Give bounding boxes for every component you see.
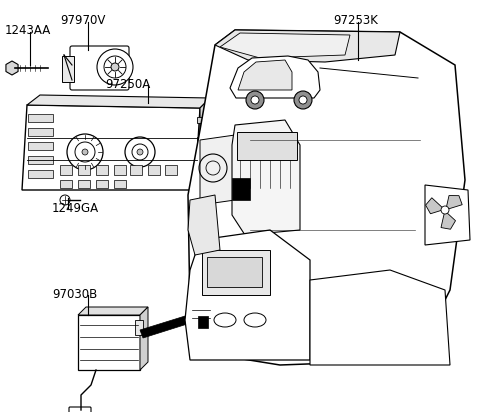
Circle shape — [246, 91, 264, 109]
Polygon shape — [188, 195, 220, 255]
Bar — [165, 165, 177, 175]
Polygon shape — [78, 307, 148, 315]
Bar — [130, 165, 142, 175]
Text: 1243AA: 1243AA — [5, 24, 51, 37]
Bar — [28, 170, 53, 178]
Bar — [197, 177, 203, 183]
Circle shape — [294, 91, 312, 109]
FancyBboxPatch shape — [69, 407, 91, 412]
Circle shape — [137, 149, 143, 155]
Bar — [237, 132, 297, 160]
Polygon shape — [238, 60, 292, 90]
Bar — [148, 165, 160, 175]
Bar — [207, 257, 262, 287]
Bar — [197, 137, 203, 143]
Bar — [197, 157, 203, 163]
Polygon shape — [140, 307, 148, 370]
Polygon shape — [310, 270, 450, 365]
Polygon shape — [215, 30, 400, 62]
Bar — [232, 178, 250, 200]
Polygon shape — [198, 150, 265, 178]
Bar — [202, 250, 270, 295]
Polygon shape — [22, 105, 200, 190]
Bar — [28, 114, 53, 122]
Bar — [114, 180, 126, 188]
Text: 97250A: 97250A — [105, 78, 150, 91]
Circle shape — [111, 63, 119, 71]
Polygon shape — [27, 95, 210, 108]
Polygon shape — [232, 120, 300, 235]
Circle shape — [441, 206, 449, 214]
Bar — [28, 142, 53, 150]
Circle shape — [251, 96, 259, 104]
Polygon shape — [140, 312, 200, 338]
Bar — [60, 165, 72, 175]
Text: 97030B: 97030B — [52, 288, 97, 301]
Polygon shape — [188, 30, 465, 365]
Polygon shape — [426, 198, 445, 214]
Bar — [96, 165, 108, 175]
Circle shape — [82, 149, 88, 155]
Polygon shape — [445, 196, 462, 210]
Bar — [28, 156, 53, 164]
Polygon shape — [200, 98, 210, 190]
Polygon shape — [200, 135, 235, 205]
Polygon shape — [230, 56, 320, 98]
Bar — [78, 315, 140, 370]
Polygon shape — [441, 210, 456, 229]
Bar — [60, 180, 72, 188]
Circle shape — [67, 134, 103, 170]
Polygon shape — [185, 230, 310, 360]
Text: 1249GA: 1249GA — [52, 202, 99, 215]
Bar — [96, 180, 108, 188]
Bar — [198, 316, 208, 328]
Bar — [114, 165, 126, 175]
Bar — [78, 180, 90, 188]
Circle shape — [125, 137, 155, 167]
Text: 97253K: 97253K — [333, 14, 378, 27]
Bar — [197, 117, 203, 123]
Polygon shape — [220, 33, 350, 58]
Bar — [78, 165, 90, 175]
Bar — [135, 320, 143, 335]
Text: 97970V: 97970V — [60, 14, 106, 27]
Circle shape — [353, 59, 363, 69]
Bar — [28, 128, 53, 136]
Circle shape — [97, 49, 133, 85]
Bar — [62, 56, 74, 82]
Circle shape — [60, 195, 70, 205]
FancyBboxPatch shape — [353, 61, 363, 71]
Polygon shape — [425, 185, 470, 245]
Circle shape — [299, 96, 307, 104]
FancyBboxPatch shape — [70, 46, 129, 90]
